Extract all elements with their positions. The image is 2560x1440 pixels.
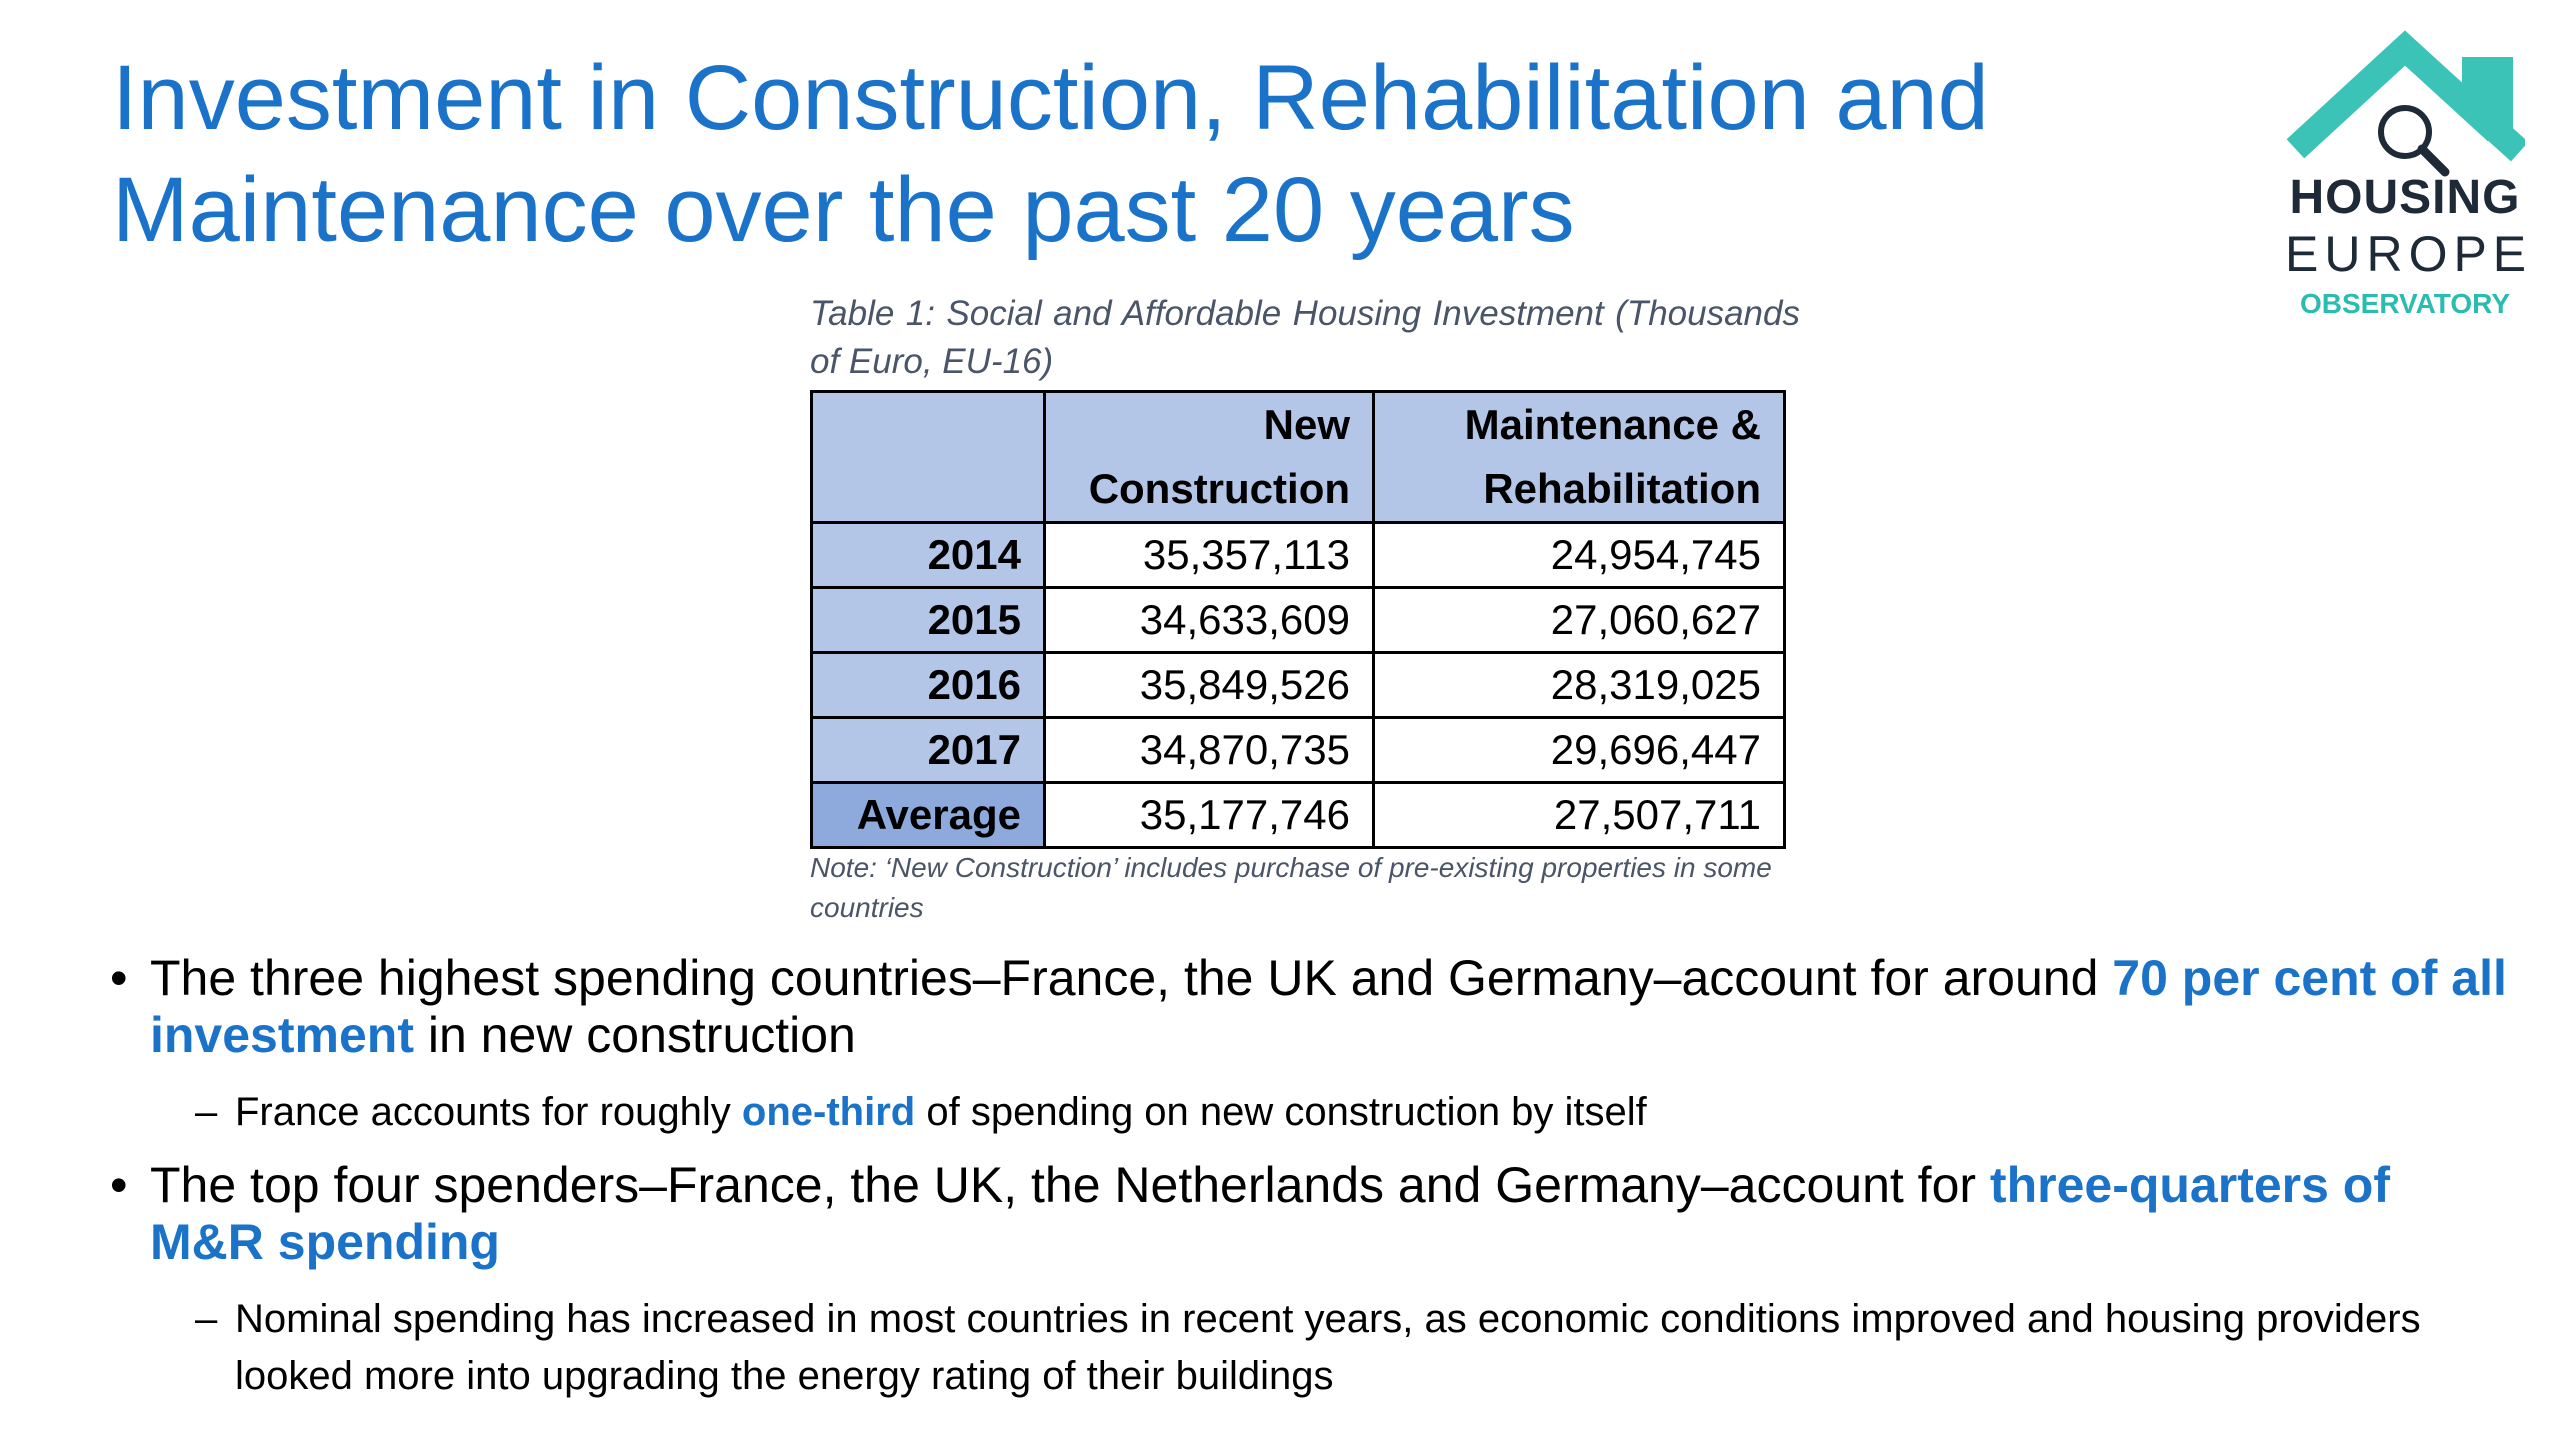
bullet-text: The top four spenders–France, the UK, th…: [150, 1157, 1990, 1213]
logo-observatory-text: OBSERVATORY: [2299, 288, 2511, 319]
header-new-construction: New Construction: [1043, 390, 1375, 524]
header-new-line2: Construction: [1088, 465, 1350, 512]
logo-europe-text: EUROPE: [2285, 226, 2533, 282]
table-header-row: New Construction Maintenance & Rehabilit…: [810, 390, 1786, 524]
new-construction-value: 35,357,113: [1043, 521, 1375, 589]
bullet-dot-icon: •: [110, 1157, 128, 1213]
slide-title: Investment in Construction, Rehabilitati…: [112, 47, 1989, 261]
sub-bullet-dash-icon: –: [195, 1297, 218, 1341]
new-construction-value: 34,633,609: [1043, 586, 1375, 654]
bullet-item: • The three highest spending countries–F…: [110, 950, 2510, 1064]
table-row: 2016 35,849,526 28,319,025: [810, 651, 1786, 719]
table-row: 2014 35,357,113 24,954,745: [810, 521, 1786, 589]
bullet-list: • The three highest spending countries–F…: [110, 950, 2510, 1421]
housing-europe-observatory-logo: HOUSING EUROPE OBSERVATORY: [2285, 30, 2533, 330]
header-maintenance-rehabilitation: Maintenance & Rehabilitation: [1372, 390, 1786, 524]
bullet-text-tail: in new construction: [413, 1007, 856, 1063]
sub-bullet-text: France accounts for roughly: [235, 1090, 742, 1134]
house-magnifier-icon: [2286, 30, 2525, 177]
row-year: 2014: [810, 521, 1046, 589]
logo-housing-text: HOUSING: [2289, 171, 2521, 224]
header-new-line1: New: [1263, 401, 1350, 448]
bullet-highlight: three-quarters of M&R spending: [150, 1157, 2390, 1270]
header-mr-line2: Rehabilitation: [1483, 465, 1761, 512]
table-caption: Table 1: Social and Affordable Housing I…: [810, 294, 1800, 381]
row-year: 2016: [810, 651, 1046, 719]
sub-bullet-dash-icon: –: [195, 1090, 218, 1134]
mr-average: 27,507,711: [1372, 781, 1786, 849]
new-construction-value: 35,849,526: [1043, 651, 1375, 719]
new-construction-average: 35,177,746: [1043, 781, 1375, 849]
table-row-average: Average 35,177,746 27,507,711: [810, 781, 1786, 849]
new-construction-value: 34,870,735: [1043, 716, 1375, 784]
mr-value: 28,319,025: [1372, 651, 1786, 719]
investment-table: New Construction Maintenance & Rehabilit…: [810, 390, 1786, 849]
sub-bullet-item: – France accounts for roughly one-third …: [110, 1084, 2510, 1141]
mr-value: 29,696,447: [1372, 716, 1786, 784]
table-corner-cell: [810, 390, 1046, 524]
sub-bullet-item: – Nominal spending has increased in most…: [110, 1291, 2510, 1405]
sub-bullet-text-tail: of spending on new construction by itsel…: [915, 1090, 1647, 1134]
sub-bullet-highlight: one-third: [741, 1090, 916, 1134]
row-year: 2017: [810, 716, 1046, 784]
bullet-text: The three highest spending countries–Fra…: [150, 950, 2113, 1006]
bullet-item: • The top four spenders–France, the UK, …: [110, 1157, 2510, 1271]
table-row: 2017 34,870,735 29,696,447: [810, 716, 1786, 784]
bullet-highlight: 70 per cent of all investment: [150, 950, 2507, 1063]
sub-bullet-text: Nominal spending has increased in most c…: [235, 1297, 2421, 1398]
table-row: 2015 34,633,609 27,060,627: [810, 586, 1786, 654]
row-average-label: Average: [810, 781, 1046, 849]
mr-value: 24,954,745: [1372, 521, 1786, 589]
bullet-dot-icon: •: [110, 950, 128, 1006]
header-mr-line1: Maintenance &: [1464, 401, 1761, 448]
mr-value: 27,060,627: [1372, 586, 1786, 654]
table-note: Note: ‘New Construction’ includes purcha…: [810, 852, 1772, 923]
row-year: 2015: [810, 586, 1046, 654]
